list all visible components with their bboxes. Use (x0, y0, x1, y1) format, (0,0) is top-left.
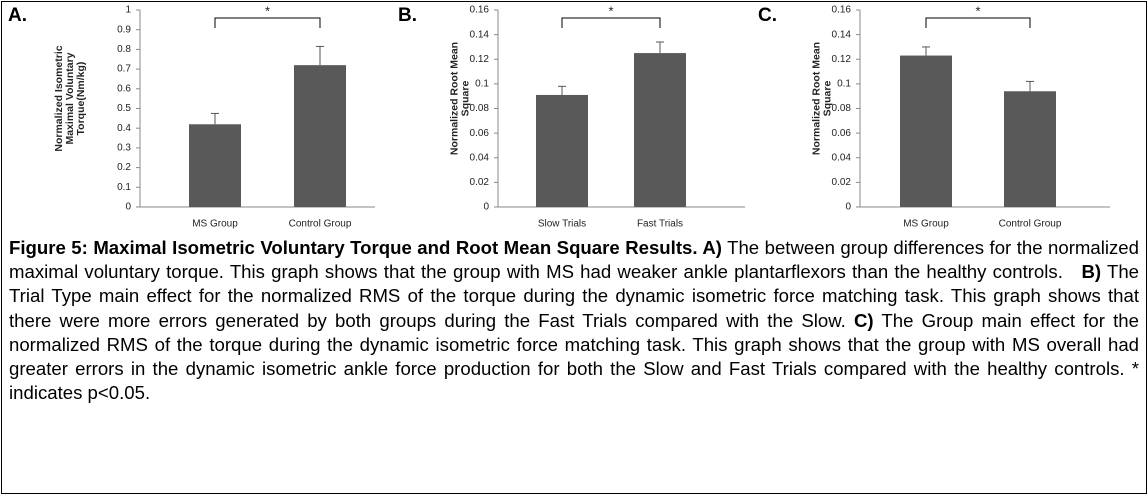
y-tick-label: 0.5 (117, 103, 131, 114)
y-tick-label: 0.7 (117, 64, 131, 75)
bar (189, 124, 241, 207)
y-tick-label: 0.12 (832, 54, 852, 65)
significance-marker: * (608, 3, 613, 18)
x-tick-label: MS Group (192, 219, 238, 230)
y-tick-label: 0.06 (470, 128, 490, 139)
significance-bracket (214, 17, 321, 28)
bar (294, 65, 346, 207)
caption-bold: B) (1081, 261, 1102, 283)
y-tick-label: 0.4 (117, 123, 131, 134)
y-tick-label: 0.02 (470, 177, 490, 188)
y-tick-label: 0.02 (832, 177, 852, 188)
x-tick-label: Fast Trials (637, 219, 683, 230)
y-tick-label: 0.1 (475, 79, 489, 90)
x-tick-label: Control Group (999, 219, 1062, 230)
y-tick-label: 0.04 (470, 152, 490, 163)
bar (1004, 91, 1056, 207)
y-tick-label: 0.08 (832, 103, 852, 114)
y-axis-label: Normalized Root Mean (810, 42, 822, 155)
y-axis-label: Normalized Root Mean (448, 42, 460, 155)
y-tick-label: 0.8 (117, 44, 131, 55)
y-tick-label: 0.06 (832, 128, 852, 139)
y-axis-label: Torque(Nm/kg) (75, 62, 87, 136)
panel-label: B. (398, 5, 417, 26)
caption-bold: Figure 5: Maximal Isometric Voluntary To… (9, 237, 722, 258)
y-axis-label: Normalized Isometric (53, 45, 65, 151)
x-tick-label: Control Group (289, 219, 352, 230)
charts: A. Normalized Isometric Maximal Voluntary T… (8, 3, 1110, 230)
y-tick-label: 0.1 (117, 182, 131, 193)
y-tick-label: 0 (125, 202, 131, 213)
y-tick-label: 0 (483, 202, 489, 213)
y-tick-label: 0.16 (832, 5, 852, 16)
y-tick-label: 0 (845, 202, 851, 213)
y-axis-label: Square (459, 81, 471, 117)
y-tick-label: 0.14 (832, 29, 852, 40)
y-tick-label: 0.04 (832, 152, 852, 163)
y-tick-label: 0.6 (117, 83, 131, 94)
caption-bold: C) (853, 309, 874, 331)
y-tick-label: 0.12 (470, 54, 490, 65)
significance-bracket (561, 17, 661, 28)
x-tick-label: Slow Trials (538, 219, 586, 230)
y-tick-label: 0.3 (117, 143, 131, 154)
y-axis-label: Maximal Voluntary (64, 52, 76, 144)
panel-label: C. (758, 5, 777, 26)
y-tick-label: 1 (125, 5, 131, 16)
significance-bracket (925, 17, 1031, 28)
bar (536, 94, 588, 207)
caption: Figure 5: Maximal Isometric Voluntary To… (9, 236, 1139, 405)
significance-marker: * (265, 3, 270, 18)
y-tick-label: 0.2 (117, 162, 131, 173)
y-tick-label: 0.1 (837, 79, 851, 90)
caption-text: The Trial Type main effect for the norma… (9, 261, 1145, 331)
significance-marker: * (975, 3, 980, 18)
panel-label: A. (8, 5, 27, 26)
y-axis-label: Square (821, 81, 833, 117)
y-tick-label: 0.9 (117, 24, 131, 35)
bar (634, 53, 686, 207)
x-tick-label: MS Group (903, 219, 949, 230)
caption-text: The between group differences for the no… (9, 237, 1145, 283)
y-tick-label: 0.14 (470, 29, 490, 40)
y-tick-label: 0.08 (470, 103, 490, 114)
caption-text: The Group main effect for the normalized… (9, 309, 1145, 404)
y-tick-label: 0.16 (470, 5, 490, 16)
bar (900, 55, 952, 208)
